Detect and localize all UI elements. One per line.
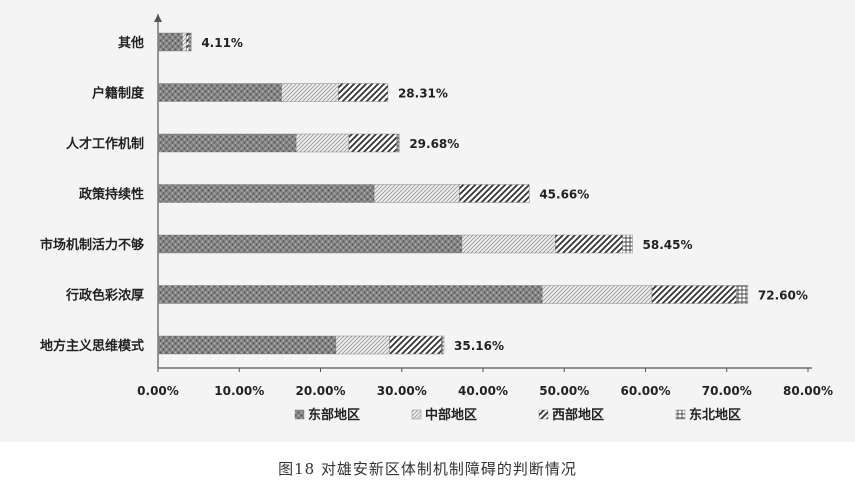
bar-segment [335,335,390,355]
legend: 东部地区 中部地区 西部地区 东北地区 [294,407,741,423]
x-tick-label: 10.00% [214,384,264,398]
bar-total-label: 72.60% [758,289,808,303]
bar-segment [461,234,556,254]
legend-label: 东部地区 [308,407,360,423]
legend-swatch [675,409,686,420]
stacked-bar-chart: 0.00% 10.00% 20.00% 30.00% 40.00% 50.00% 60.00… [40,14,833,423]
x-tick-label: 60.00% [621,384,671,398]
legend-swatch [411,409,422,420]
figure-caption: 图18 对雄安新区体制机制障碍的判断情况 [278,460,577,478]
bar-segment [182,32,187,52]
bar-segment [281,83,339,102]
legend-label: 东北地区 [689,407,741,423]
chart-panel: 0.00% 10.00% 20.00% 30.00% 40.00% 50.00% 60.00… [0,0,855,442]
bar-segment [157,335,337,355]
bar-segment [373,184,460,203]
bar-segment [441,335,445,355]
bar-segment [651,285,737,304]
category-label: 其他 [118,35,144,51]
bar-total-label: 35.16% [454,339,504,353]
x-tick-label: 50.00% [539,384,589,398]
bar-total-label: 28.31% [398,87,448,101]
bar-total-label: 4.11% [201,36,243,50]
category-label: 地方主义思维模式 [40,338,144,354]
bar-segment [157,184,375,203]
category-label: 行政色彩浓厚 [65,288,144,304]
bar-segment [188,32,192,52]
bar-total-label: 58.45% [643,238,693,252]
bar-segment [157,234,463,254]
category-label: 人才工作机制 [66,136,144,152]
category-label: 户籍制度 [92,86,145,102]
legend-swatch [294,409,305,420]
axes-layer: 0.00% 10.00% 20.00% 30.00% 40.00% 50.00% 60.00… [137,14,833,398]
bar-segment [459,184,530,203]
bar-segment [555,234,623,254]
bar-segment [157,133,297,153]
bar-segment [157,285,543,304]
bar-segment [338,83,389,102]
bar-total-label: 29.68% [409,137,459,151]
bar-segment [186,32,190,52]
category-label: 政策持续性 [79,187,144,203]
bar-segment [157,32,183,52]
bar-segment [295,133,350,153]
bar-segment [348,133,398,153]
bar-segment [542,285,653,304]
bar-segment [389,335,442,355]
x-tick-label: 80.00% [783,384,833,398]
x-tick-label: 70.00% [702,384,752,398]
x-tick-label: 20.00% [296,384,346,398]
legend-label: 西部地区 [552,407,604,423]
x-tick-label: 30.00% [377,384,427,398]
x-tick-label: 0.00% [137,384,179,398]
category-label: 市场机制活力不够 [40,237,144,253]
labels-layer: 其他 4.11% 户籍制度 28.31% 人才工作机制 29.68% 政策持续性 45.66%… [40,35,808,354]
legend-swatch [538,409,549,420]
legend-label: 中部地区 [425,407,477,423]
x-tick-label: 40.00% [458,384,508,398]
bar-segment [736,285,749,304]
bars-layer [157,32,749,355]
bar-segment [396,133,400,153]
bar-segment [157,83,282,102]
bar-total-label: 45.66% [539,188,589,202]
y-axis-arrow [154,14,162,22]
bar-segment [622,234,633,254]
